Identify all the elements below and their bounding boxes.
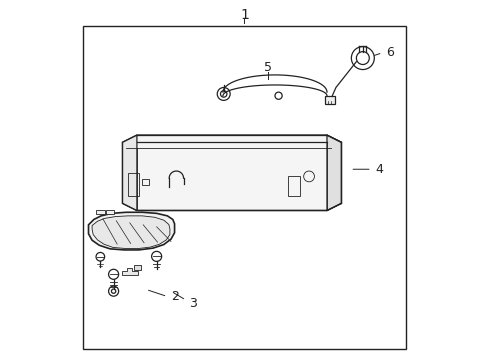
Polygon shape: [122, 135, 341, 211]
Bar: [287, 176, 300, 196]
Bar: [96, 210, 104, 215]
Bar: [325, 96, 335, 104]
Polygon shape: [88, 212, 174, 250]
Bar: [106, 210, 113, 215]
Polygon shape: [326, 135, 341, 211]
Bar: [134, 265, 141, 270]
Polygon shape: [92, 216, 169, 248]
Text: 4: 4: [375, 163, 383, 176]
Text: 6: 6: [386, 46, 393, 59]
Bar: [142, 179, 148, 185]
Text: 1: 1: [240, 8, 248, 22]
Text: 3: 3: [188, 297, 196, 310]
Polygon shape: [122, 135, 137, 211]
Polygon shape: [122, 268, 138, 275]
Bar: [128, 173, 139, 196]
Text: 5: 5: [263, 60, 271, 73]
Text: 2: 2: [171, 290, 179, 303]
